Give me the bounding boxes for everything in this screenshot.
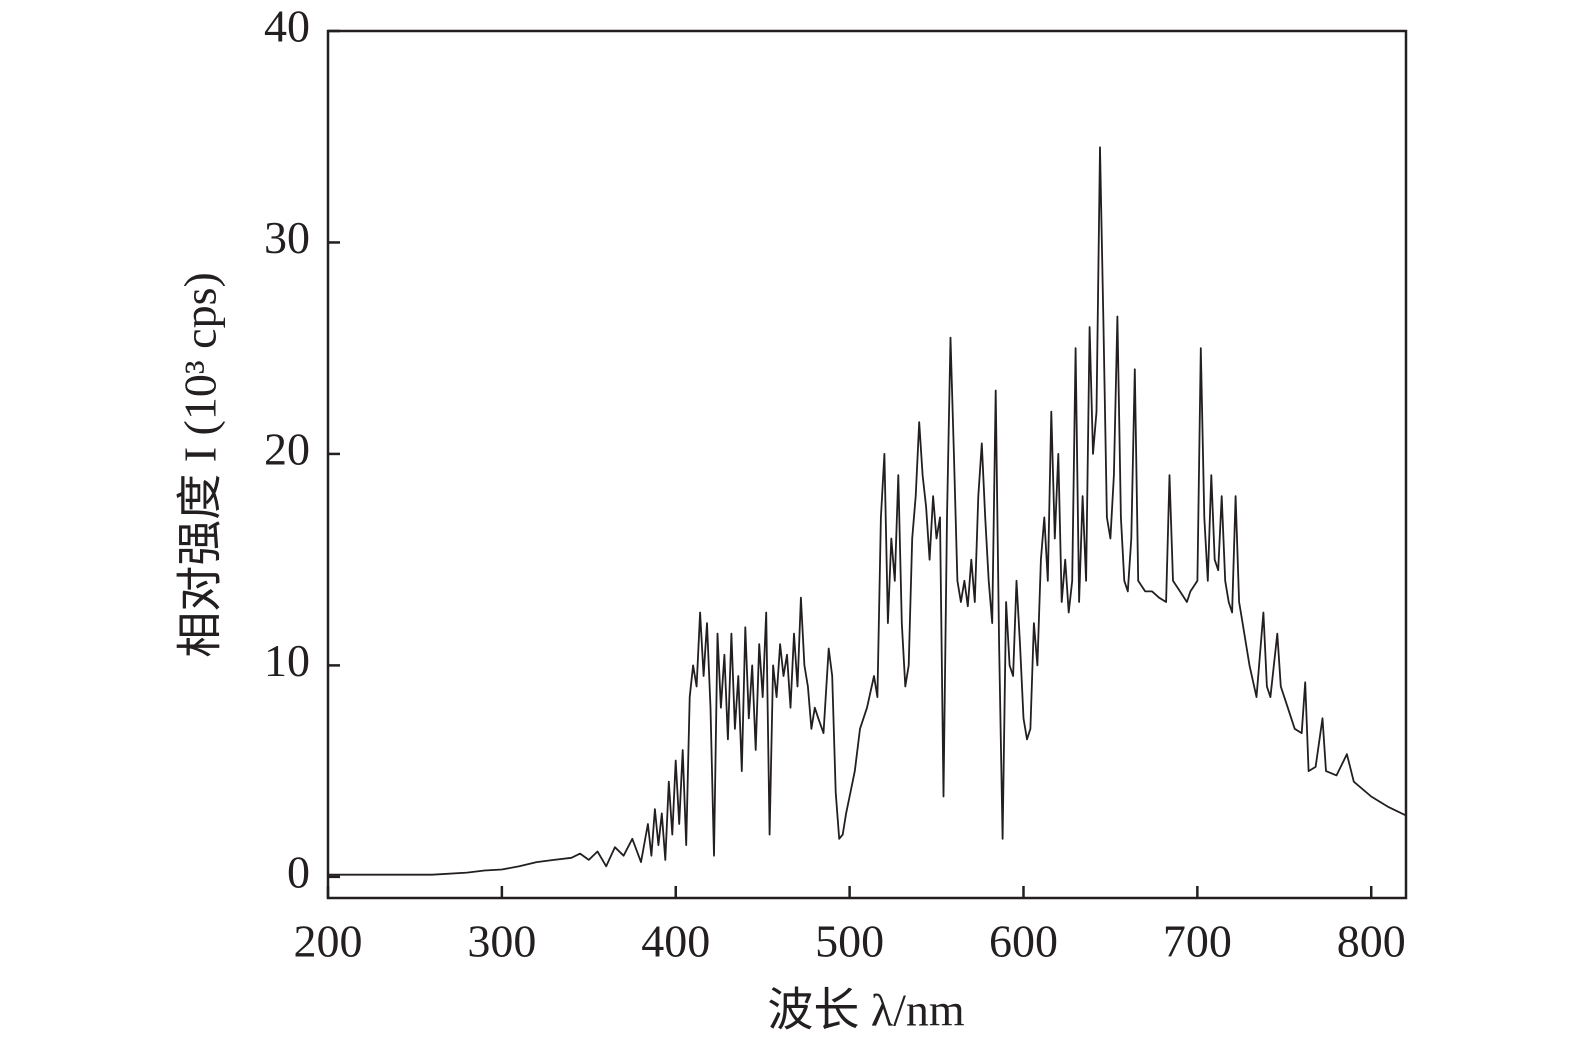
x-tick-label: 500 [815, 916, 884, 967]
x-tick-label: 800 [1337, 916, 1406, 967]
y-tick-label: 20 [264, 423, 310, 474]
y-tick-label: 30 [264, 212, 310, 263]
x-tick-label: 700 [1163, 916, 1232, 967]
y-tick-label: 40 [264, 1, 310, 52]
x-tick-label: 300 [467, 916, 536, 967]
y-tick-label: 10 [264, 635, 310, 686]
x-tick-label: 200 [294, 916, 363, 967]
y-axis-label: 相对强度 I (10³ cps) [175, 272, 226, 658]
x-tick-label: 400 [641, 916, 710, 967]
plot-frame [326, 29, 1408, 900]
spectrum-line [328, 146, 1407, 876]
y-tick-label: 0 [287, 846, 310, 897]
x-tick-label: 600 [989, 916, 1058, 967]
x-axis-label: 波长 λ/nm [767, 985, 965, 1036]
